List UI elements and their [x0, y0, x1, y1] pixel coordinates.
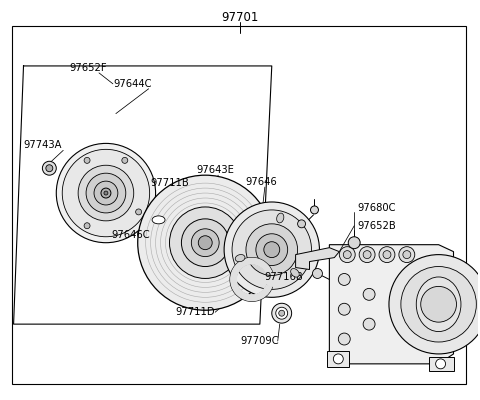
Circle shape: [42, 161, 56, 175]
Circle shape: [338, 274, 350, 286]
Circle shape: [312, 268, 323, 278]
Circle shape: [192, 229, 219, 257]
Circle shape: [401, 266, 476, 342]
Circle shape: [101, 188, 111, 198]
Text: 97711D: 97711D: [176, 307, 215, 317]
Polygon shape: [329, 245, 454, 364]
Circle shape: [348, 237, 360, 249]
Text: 97743A: 97743A: [24, 140, 62, 150]
Circle shape: [279, 310, 285, 316]
Circle shape: [62, 149, 150, 237]
Circle shape: [122, 157, 128, 163]
Circle shape: [333, 354, 343, 364]
Circle shape: [94, 181, 118, 205]
Ellipse shape: [235, 254, 245, 262]
Circle shape: [181, 219, 229, 266]
Circle shape: [104, 191, 108, 195]
Text: 97711B: 97711B: [151, 178, 190, 188]
Circle shape: [246, 224, 298, 276]
Circle shape: [363, 288, 375, 300]
Circle shape: [136, 209, 142, 215]
Polygon shape: [429, 357, 454, 371]
Circle shape: [84, 223, 90, 229]
Circle shape: [56, 143, 156, 243]
Circle shape: [256, 234, 288, 266]
Circle shape: [363, 318, 375, 330]
Circle shape: [421, 286, 456, 322]
Ellipse shape: [149, 213, 168, 227]
Circle shape: [298, 220, 306, 228]
Circle shape: [383, 251, 391, 258]
Circle shape: [359, 247, 375, 262]
Text: 97652F: 97652F: [69, 63, 107, 73]
Circle shape: [169, 207, 241, 278]
Circle shape: [338, 303, 350, 315]
Text: 97652B: 97652B: [357, 221, 396, 231]
Circle shape: [84, 157, 90, 163]
Ellipse shape: [152, 216, 165, 224]
Text: 97644C: 97644C: [113, 79, 151, 89]
Wedge shape: [230, 258, 273, 301]
Circle shape: [46, 165, 53, 172]
Circle shape: [86, 173, 126, 213]
Circle shape: [363, 251, 371, 258]
Circle shape: [343, 251, 351, 258]
Circle shape: [403, 251, 411, 258]
Polygon shape: [296, 248, 339, 270]
Circle shape: [339, 247, 355, 262]
Polygon shape: [327, 351, 349, 367]
Text: 97716B: 97716B: [265, 272, 303, 282]
Ellipse shape: [276, 213, 284, 223]
Circle shape: [276, 307, 288, 319]
Circle shape: [78, 165, 134, 221]
Text: 97701: 97701: [221, 11, 259, 24]
Circle shape: [232, 210, 312, 289]
Circle shape: [311, 206, 318, 214]
Circle shape: [198, 236, 212, 250]
Circle shape: [379, 247, 395, 262]
Text: 97646C: 97646C: [111, 230, 150, 240]
Circle shape: [224, 202, 320, 297]
Circle shape: [399, 247, 415, 262]
Circle shape: [389, 255, 480, 354]
Text: 97680C: 97680C: [357, 203, 396, 213]
Circle shape: [338, 333, 350, 345]
Text: 97646: 97646: [245, 177, 276, 187]
Circle shape: [436, 359, 445, 369]
Circle shape: [272, 303, 292, 323]
Circle shape: [138, 175, 273, 310]
Text: 97643E: 97643E: [196, 165, 234, 175]
Text: 97709C: 97709C: [240, 336, 278, 346]
Ellipse shape: [416, 277, 461, 332]
Circle shape: [264, 242, 280, 258]
Ellipse shape: [291, 268, 299, 277]
